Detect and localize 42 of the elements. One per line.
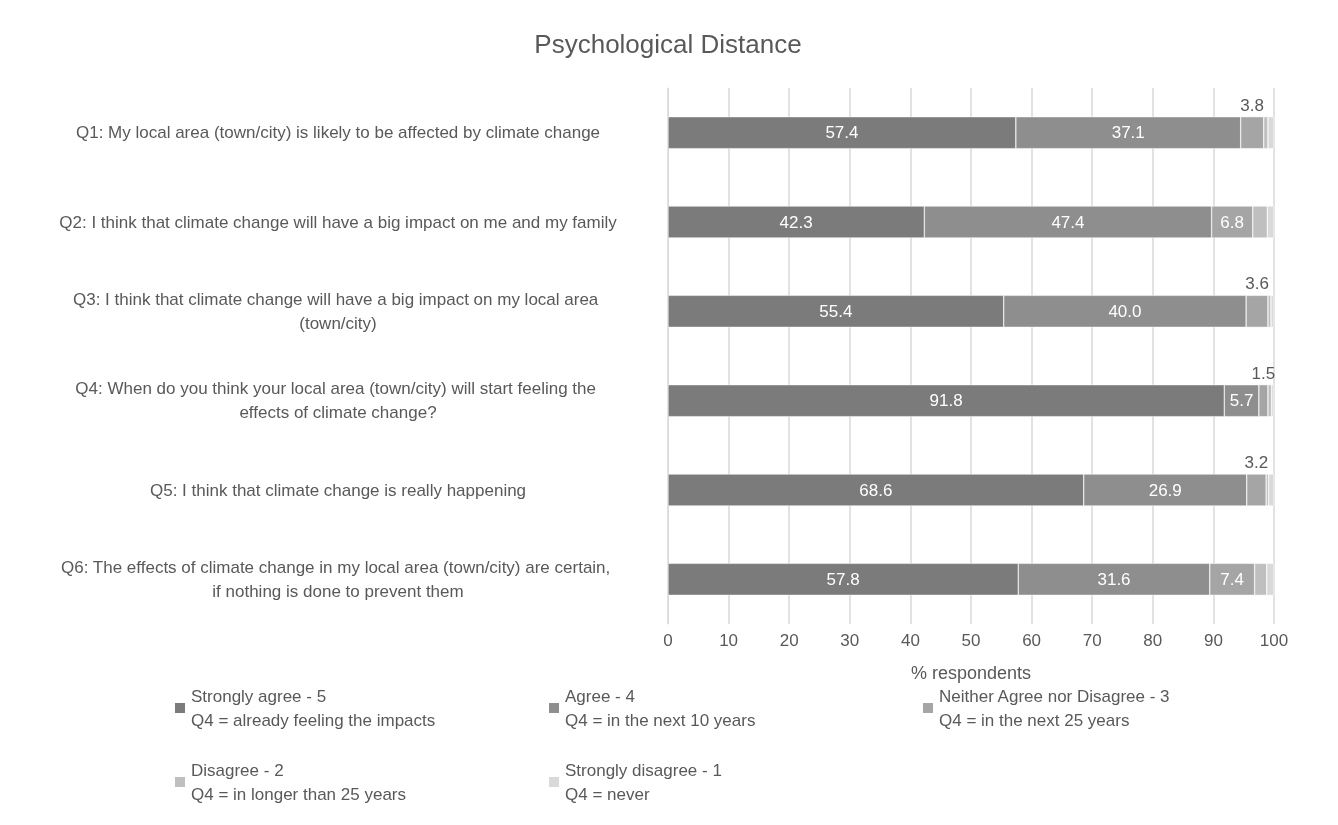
x-tick-label: 0 [663,631,673,650]
x-tick-label: 20 [779,631,799,650]
data-label: 40.0 [1108,301,1142,321]
data-label: 68.6 [859,480,893,500]
data-label: 1.5 [1251,363,1276,383]
data-label: 91.8 [929,391,963,411]
data-label: 57.8 [826,569,860,589]
x-tick-label: 60 [1022,631,1042,650]
x-tick-label: 90 [1203,631,1223,650]
data-label: 5.7 [1229,391,1254,411]
data-label: 7.4 [1220,569,1245,589]
data-label: 3.8 [1240,95,1264,115]
x-tick-label: 100 [1259,631,1289,650]
y-tick-label: Q1: My local area (town/city) is likely to be affected by climate change [75,123,601,143]
x-tick-label: 50 [961,631,981,650]
y-tick-label: Q2: I think that climate change will have a big impact on me and my family [59,212,618,232]
legend-label: Neither Agree nor Disagree - 3 Q4 = in the next 25 years [939,686,1170,730]
data-label: 3.2 [1244,453,1269,472]
data-label: 31.6 [1097,569,1131,589]
legend-label: Strongly agree - 5 Q4 = already feeling the impacts [191,686,436,730]
data-label: 6.8 [1220,212,1245,232]
data-label: 55.4 [819,301,853,321]
y-tick-label: Q5: I think that climate change is really happening [149,480,527,500]
x-tick-label: 80 [1143,631,1163,650]
x-tick-label: 30 [840,631,860,650]
legend-label: Disagree - 2 Q4 = in longer than 25 years [191,760,406,804]
x-axis-title: % respondents [910,663,1032,683]
data-label: 37.1 [1111,123,1145,143]
x-tick-label: 70 [1082,631,1102,650]
legend-label: Strongly disagree - 1 Q4 = never [565,760,722,804]
data-label: 3.6 [1245,274,1269,294]
y-tick-label: Q6: The effects of climate change in my local area (town/city) are certain, if nothing is done to prevent them [60,557,616,601]
y-tick-label: Q4: When do you think your local area (town/city) will start feeling the effects of climate change? [75,379,601,423]
data-label: 42.3 [779,212,813,232]
data-label: 57.4 [825,123,859,143]
data-label: 26.9 [1148,480,1182,500]
legend-label: Agree - 4 Q4 = in the next 10 years [565,686,756,730]
x-tick-label: 10 [719,631,739,650]
data-label: 47.4 [1051,212,1085,232]
chart-title: Psychological Distance [534,29,802,59]
y-tick-label: Q3: I think that climate change will have a big impact on my local area (town/city) [72,289,604,333]
x-tick-label: 40 [900,631,920,650]
